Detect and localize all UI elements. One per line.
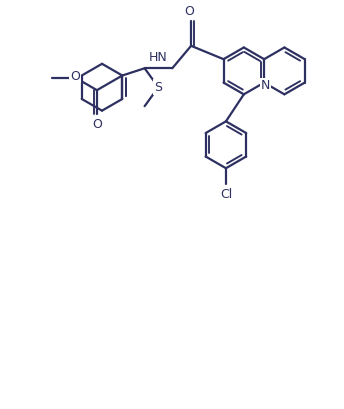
- Text: S: S: [154, 81, 162, 94]
- Text: O: O: [184, 4, 194, 18]
- Text: HN: HN: [149, 52, 168, 64]
- Text: O: O: [70, 70, 80, 83]
- Text: Cl: Cl: [220, 188, 232, 201]
- Text: O: O: [92, 117, 102, 130]
- Text: N: N: [261, 79, 270, 92]
